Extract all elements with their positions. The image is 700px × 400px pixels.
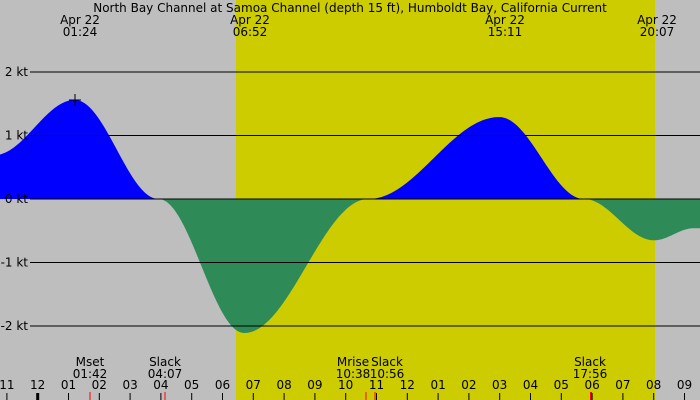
hour-label: 05 — [554, 378, 569, 392]
event-name: Slack — [371, 355, 403, 369]
hour-label: 01 — [430, 378, 445, 392]
hour-label: 02 — [92, 378, 107, 392]
hour-label: 11 — [369, 378, 384, 392]
top-date-label: Apr 22 — [485, 13, 525, 27]
event-name: Slack — [574, 355, 606, 369]
event-name: Mset — [76, 355, 105, 369]
event-time: 01:42 — [73, 367, 108, 381]
event-time: 04:07 — [148, 367, 183, 381]
y-tick-label: 2 kt — [5, 65, 28, 79]
event-time: 10:56 — [370, 367, 405, 381]
y-tick-label: 1 kt — [5, 129, 28, 143]
flood-area — [0, 99, 700, 199]
hour-label: 10 — [338, 378, 353, 392]
y-tick-label: 0 kt — [5, 192, 28, 206]
event-time: 10:38 — [336, 367, 371, 381]
event-name: Slack — [149, 355, 181, 369]
hour-label: 08 — [646, 378, 661, 392]
hour-label: 11 — [0, 378, 15, 392]
hour-label: 06 — [584, 378, 599, 392]
hour-label: 01 — [61, 378, 76, 392]
top-time-label: 15:11 — [488, 25, 523, 39]
top-time-label: 20:07 — [640, 25, 675, 39]
hour-label: 12 — [400, 378, 415, 392]
max-marker — [69, 94, 81, 106]
hour-label: 05 — [184, 378, 199, 392]
event-name: Mrise — [337, 355, 369, 369]
y-tick-label: -1 kt — [1, 256, 29, 270]
top-date-label: Apr 22 — [60, 13, 100, 27]
top-time-label: 01:24 — [63, 25, 98, 39]
hour-label: 04 — [153, 378, 168, 392]
chart-title: North Bay Channel at Samoa Channel (dept… — [93, 1, 607, 15]
hour-label: 02 — [461, 378, 476, 392]
top-time-label: 06:52 — [233, 25, 268, 39]
y-tick-label: -2 kt — [1, 319, 29, 333]
top-date-label: Apr 22 — [230, 13, 270, 27]
ebb-area — [0, 199, 700, 333]
hour-label: 03 — [122, 378, 137, 392]
hour-label: 07 — [615, 378, 630, 392]
hour-label: 06 — [215, 378, 230, 392]
hour-label: 07 — [246, 378, 261, 392]
hour-label: 09 — [307, 378, 322, 392]
hour-label: 12 — [30, 378, 45, 392]
top-date-label: Apr 22 — [637, 13, 677, 27]
hour-label: 09 — [677, 378, 692, 392]
hour-label: 03 — [492, 378, 507, 392]
hour-label: 04 — [523, 378, 538, 392]
event-time: 17:56 — [573, 367, 608, 381]
hour-label: 08 — [276, 378, 291, 392]
